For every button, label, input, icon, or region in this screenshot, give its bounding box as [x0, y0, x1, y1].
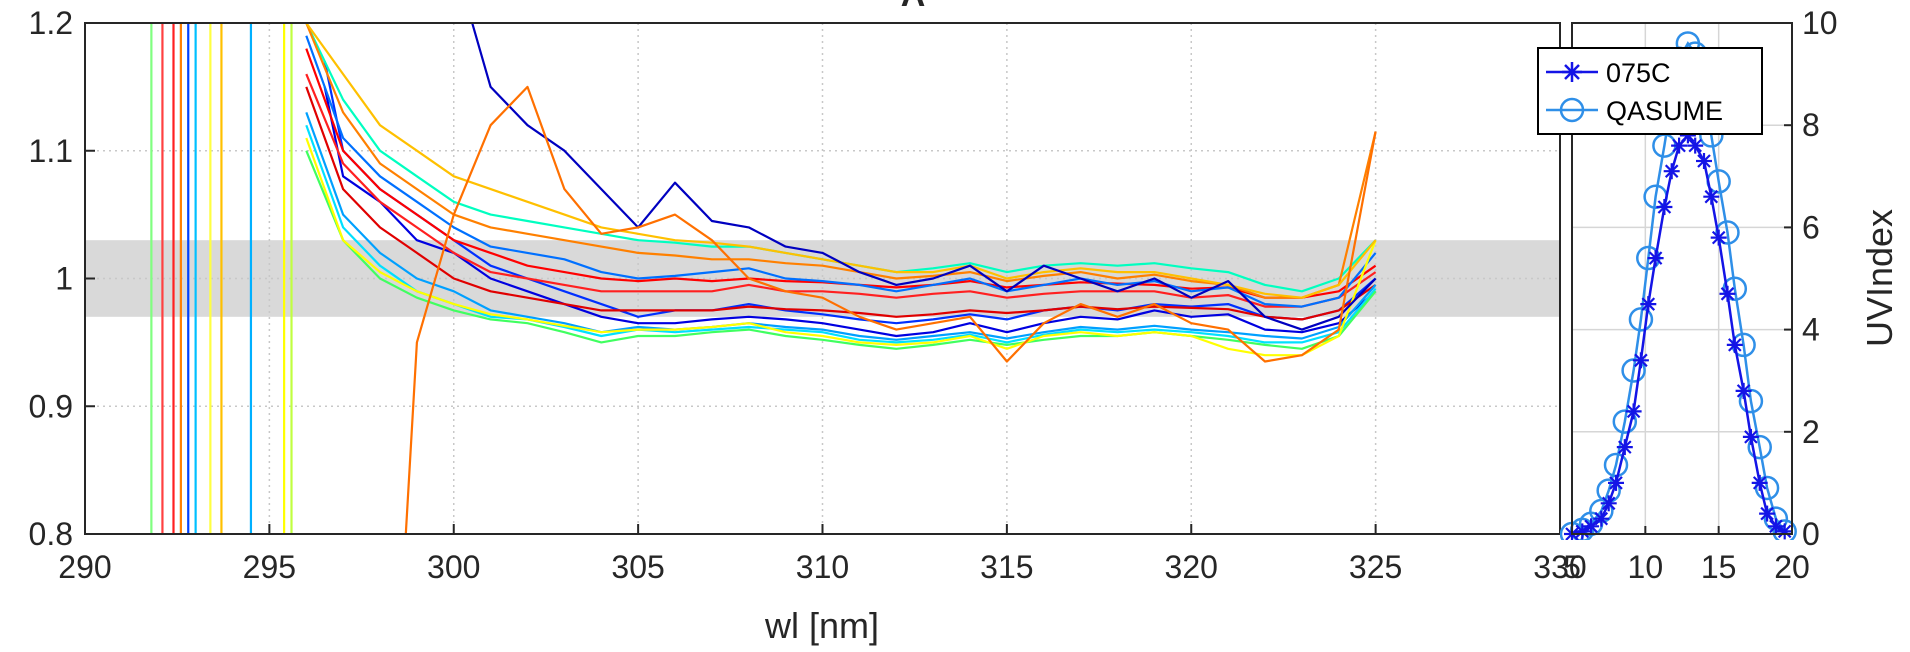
asterisk-marker — [1574, 523, 1591, 540]
main-grid — [85, 23, 1560, 534]
x-tick-label: 325 — [1349, 549, 1402, 585]
series-line — [305, 112, 1377, 341]
asterisk-marker — [1687, 137, 1704, 154]
circle-marker — [1715, 220, 1740, 245]
side-y-tick-label: 4 — [1802, 312, 1820, 348]
side-y-tick-label: 2 — [1802, 414, 1820, 450]
main-series-group — [150, 23, 1377, 534]
circle-marker — [1628, 307, 1654, 332]
asterisk-marker — [1600, 495, 1617, 512]
side-y-tick-label: 8 — [1802, 107, 1820, 143]
asterisk-marker — [1663, 163, 1680, 180]
side-x-tick-label: 20 — [1774, 549, 1810, 585]
series-line — [305, 137, 1377, 357]
y-tick-label: 0.8 — [29, 516, 73, 552]
side-x-tick-label: 5 — [1563, 549, 1581, 585]
asterisk-marker — [1719, 285, 1736, 302]
asterisk-marker — [1703, 188, 1720, 205]
main-x-axis-label: wl [nm] — [764, 605, 879, 646]
legend: 075C QASUME — [1537, 47, 1763, 135]
asterisk-marker — [1696, 153, 1712, 169]
asterisk-marker — [1616, 439, 1633, 456]
asterisk-marker — [1608, 474, 1624, 491]
series-line — [305, 124, 1377, 344]
legend-label-075c: 075C — [1606, 58, 1671, 88]
y-tick-label: 0.9 — [29, 388, 73, 424]
asterisk-marker-icon — [1562, 62, 1582, 82]
asterisk-marker — [1776, 523, 1793, 540]
legend-item-075c: 075C — [1546, 58, 1671, 88]
side-y-tick-label: 0 — [1802, 516, 1820, 552]
circle-marker — [1772, 519, 1797, 540]
series-line — [323, 86, 1377, 338]
asterisk-marker — [1735, 382, 1752, 399]
main-ticks: 290 295 300 305 310 315 320 325 330 0.8 0.9 1 1.1 1.2 — [29, 5, 1587, 585]
main-title: A — [901, 0, 926, 14]
circle-marker-icon — [1559, 97, 1585, 123]
x-tick-label: 310 — [796, 549, 849, 585]
side-y-tick-label: 6 — [1802, 209, 1820, 245]
series-line — [305, 150, 1377, 350]
legend-label-qasume: QASUME — [1606, 96, 1723, 126]
asterisk-marker — [1640, 296, 1657, 313]
main-chart: 290 295 300 305 310 315 320 325 330 0.8 0.9 1 1.1 1.2… — [29, 0, 1587, 646]
x-tick-label: 290 — [58, 549, 111, 585]
asterisk-marker — [1656, 199, 1673, 215]
side-y-axis-label: UVIndex — [1859, 209, 1900, 347]
series-line — [471, 23, 1377, 331]
series-line — [305, 73, 1377, 308]
y-tick-label: 1.1 — [29, 133, 73, 169]
x-tick-label: 295 — [243, 549, 296, 585]
asterisk-marker — [1726, 336, 1743, 353]
asterisk-marker — [1632, 352, 1649, 369]
side-x-tick-label: 10 — [1628, 549, 1664, 585]
y-tick-label: 1 — [55, 261, 73, 297]
asterisk-marker — [1710, 229, 1727, 246]
circle-marker — [1612, 409, 1638, 434]
x-tick-label: 320 — [1165, 549, 1218, 585]
asterisk-marker — [1583, 518, 1600, 535]
circle-marker — [1747, 434, 1772, 460]
asterisk-marker — [1751, 474, 1768, 491]
side-plot-frame — [1571, 22, 1793, 535]
series-line — [305, 35, 1377, 308]
series-line — [323, 61, 1377, 325]
series-line — [305, 23, 1377, 299]
asterisk-marker — [1742, 428, 1759, 445]
uvindex-chart: 5 10 15 200 2 4 6 8 10 UVIndex 075C QASUME — [1537, 5, 1900, 585]
side-y-tick-label: 10 — [1802, 5, 1838, 41]
x-tick-label: 330 — [1533, 549, 1586, 585]
asterisk-marker — [1625, 403, 1642, 420]
y-tick-label: 1.2 — [29, 5, 73, 41]
series-line — [305, 86, 1377, 321]
legend-item-qasume: QASUME — [1546, 96, 1723, 126]
x-tick-label: 300 — [427, 549, 480, 585]
asterisk-marker — [1759, 505, 1776, 522]
x-tick-label: 315 — [980, 549, 1033, 585]
series-line — [404, 85, 1377, 534]
side-x-tick-label: 15 — [1701, 549, 1737, 585]
x-tick-label: 305 — [611, 549, 664, 585]
asterisk-marker — [1647, 250, 1664, 267]
asterisk-marker — [1767, 518, 1784, 535]
side-ticks: 5 10 15 200 2 4 6 8 10 — [1563, 5, 1837, 585]
asterisk-marker — [1593, 510, 1610, 527]
